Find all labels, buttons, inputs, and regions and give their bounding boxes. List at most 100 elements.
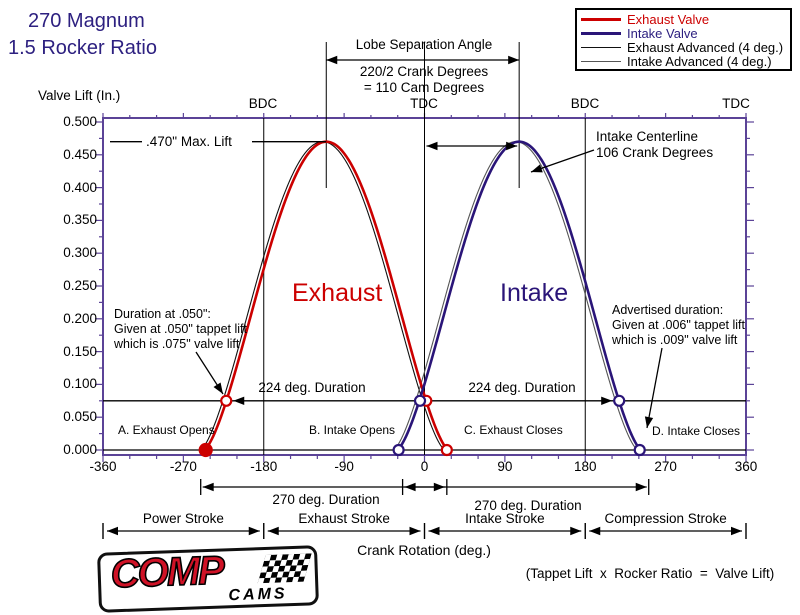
y-tick-label: 0.350 — [63, 212, 97, 228]
comp-cams-logo: COMP CAMS — [97, 545, 319, 613]
x-tick-label: -180 — [250, 459, 278, 474]
legend-line-sample — [581, 60, 621, 62]
x-tick-label: 360 — [734, 459, 758, 474]
event-marker — [413, 394, 427, 407]
x-axis-title: Crank Rotation (deg.) — [357, 542, 491, 558]
arrowhead — [428, 526, 440, 536]
event-marker — [392, 443, 405, 457]
duration-224-right-label: 224 deg. Duration — [468, 380, 576, 395]
arrowhead — [202, 482, 214, 492]
event-marker — [198, 442, 213, 458]
event-marker — [440, 443, 453, 457]
arrowhead — [426, 141, 438, 151]
arrowhead — [601, 396, 613, 405]
x-tick-label: 180 — [573, 459, 597, 474]
max-lift-label: .470" Max. Lift — [146, 134, 232, 149]
legend-item: Intake Valve — [581, 26, 786, 40]
y-tick-label: 0.000 — [63, 442, 97, 457]
arrowhead — [107, 526, 118, 536]
arrowhead — [233, 396, 245, 405]
intake-centerline-line2: 106 Crank Degrees — [596, 145, 714, 160]
x-tick-label: -360 — [89, 459, 117, 474]
arrowhead — [589, 526, 601, 536]
legend-item-label: Exhaust Valve — [627, 11, 710, 27]
curve-Intake Valve — [396, 140, 642, 452]
lobe-separation-title: Lobe Separation Angle — [355, 37, 493, 52]
stroke-label: Exhaust Stroke — [298, 511, 390, 526]
x-tick-label: -90 — [334, 459, 354, 474]
lobe-separation-line1: 220/2 Crank Degrees — [359, 64, 489, 79]
advertised-pointer — [646, 347, 663, 429]
event-marker — [613, 394, 626, 407]
event-marker — [220, 394, 233, 407]
page-title-line2: 1.5 Rocker Ratio — [8, 37, 157, 59]
arrowhead — [635, 482, 647, 492]
arrowhead — [644, 416, 654, 428]
arrowhead — [248, 526, 260, 536]
legend-item-label: Intake Valve — [627, 25, 698, 41]
intake-centerline-pointer — [530, 149, 595, 173]
event-marker — [633, 443, 646, 457]
y-tick-label: 0.050 — [63, 409, 97, 425]
tdc-label-center: TDC — [410, 96, 438, 111]
y-tick-label: 0.300 — [63, 245, 97, 261]
duration-224-left-label: 224 deg. Duration — [258, 380, 366, 395]
stroke-label: Power Stroke — [142, 511, 224, 526]
y-tick-label: 0.500 — [63, 114, 97, 129]
advertised-duration-line3: which is .009" valve lift — [612, 333, 738, 347]
point-a-label: A. Exhaust Opens — [118, 423, 215, 437]
legend-item: Intake Advanced (4 deg.) — [581, 54, 786, 68]
arrowhead — [506, 141, 518, 151]
duration-270-left-label: 270 deg. Duration — [272, 492, 380, 507]
bdc-label-left: BDC — [248, 96, 278, 111]
legend-item: Exhaust Valve — [581, 12, 786, 26]
arrowhead — [570, 526, 582, 536]
advertised-duration-line1: Advertised duration: — [612, 303, 724, 317]
arrowhead — [213, 382, 223, 394]
arrowhead — [731, 526, 742, 536]
arrowhead — [404, 482, 416, 492]
legend: Exhaust Valve Intake Valve Exhaust Advance… — [575, 8, 792, 71]
arrowhead — [267, 526, 279, 536]
duration-050-line3: which is .075" valve lift — [114, 337, 240, 351]
logo-comp-text: COMP — [109, 548, 224, 597]
legend-line-sample — [581, 17, 621, 21]
stroke-label: Intake Stroke — [465, 511, 545, 526]
intake-centerline-line1: Intake Centerline — [596, 129, 699, 144]
advertised-duration-line2: Given at .006" tappet lift — [612, 318, 745, 332]
legend-item-label: Exhaust Advanced (4 deg.) — [627, 39, 784, 55]
arrowhead — [531, 164, 543, 173]
duration-270-right-label: 270 deg. Duration — [474, 498, 582, 513]
arrowhead — [409, 526, 421, 536]
y-axis-title: Valve Lift (In.) — [38, 88, 121, 103]
point-b-label: B. Intake Opens — [309, 423, 396, 437]
bdc-label-right: BDC — [570, 96, 600, 111]
x-tick-label: 270 — [654, 459, 677, 474]
x-tick-label: 0 — [420, 459, 429, 474]
legend-line-sample — [581, 31, 621, 35]
y-tick-label: 0.250 — [63, 278, 97, 293]
duration-050-line1: Duration at .050": — [114, 307, 211, 321]
y-tick-label: 0.150 — [63, 343, 97, 359]
arrowhead — [508, 55, 520, 65]
duration-050-line2: Given at .050" tappet lift — [114, 322, 247, 336]
y-tick-label: 0.200 — [63, 310, 97, 326]
lobe-separation-line2: = 110 Cam Degrees — [363, 80, 485, 95]
legend-item-label: Intake Advanced (4 deg.) — [627, 53, 772, 69]
y-tick-label: 0.450 — [63, 146, 97, 162]
x-tick-label: 90 — [497, 459, 513, 474]
point-d-label: D. Intake Closes — [652, 424, 741, 438]
arrowhead — [326, 55, 338, 65]
legend-line-sample — [581, 46, 621, 48]
stroke-label: Compression Stroke — [604, 511, 727, 526]
page-title-line1: 270 Magnum — [28, 10, 145, 32]
y-tick-label: 0.400 — [63, 179, 97, 195]
tdc-label-far-right: TDC — [722, 96, 750, 111]
logo-checker-flag-icon — [257, 553, 312, 584]
legend-item: Exhaust Advanced (4 deg.) — [581, 40, 786, 54]
logo-cams-text: CAMS — [228, 585, 288, 605]
formula-note: (Tappet Lift x Rocker Ratio = Valve Lift… — [525, 566, 775, 581]
point-c-label: C. Exhaust Closes — [464, 423, 563, 437]
